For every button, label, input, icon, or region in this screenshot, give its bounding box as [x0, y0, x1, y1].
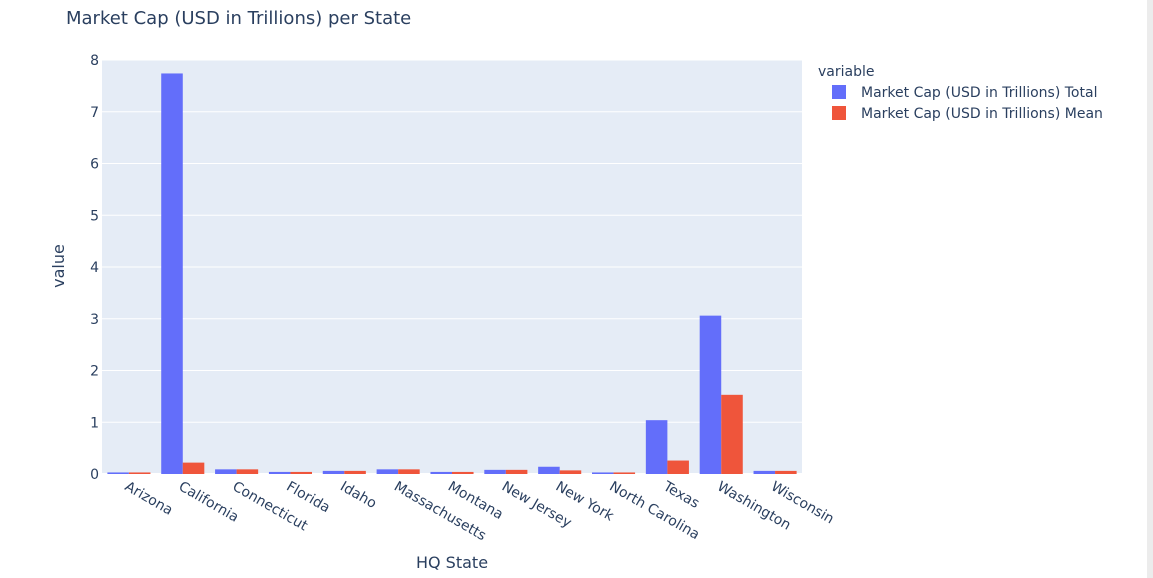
bar-total-connecticut[interactable]: [215, 469, 237, 474]
y-axis-ticks: 0 1 2 3 4 5 6 7 8: [90, 53, 99, 483]
legend-swatch[interactable]: [832, 106, 846, 120]
x-tick-label: California: [176, 479, 242, 526]
x-tick-label: Massachusetts: [391, 479, 489, 545]
bar-mean-wisconsin[interactable]: [775, 470, 797, 474]
y-tick-label: 8: [90, 53, 99, 69]
legend-item-label[interactable]: Market Cap (USD in Trillions) Mean: [861, 106, 1103, 122]
y-tick-label: 5: [90, 208, 99, 224]
bars: [107, 73, 797, 474]
bar-total-texas[interactable]: [645, 420, 668, 474]
bar-total-idaho[interactable]: [322, 470, 345, 474]
bar-mean-arizona[interactable]: [128, 472, 151, 474]
bar-mean-idaho[interactable]: [344, 470, 366, 474]
bar-mean-california[interactable]: [182, 462, 205, 474]
bar-mean-new-york[interactable]: [559, 470, 582, 474]
bar-total-washington[interactable]: [699, 315, 722, 474]
legend-item-label[interactable]: Market Cap (USD in Trillions) Total: [861, 85, 1097, 101]
bar-total-new-jersey[interactable]: [484, 469, 506, 474]
bar-mean-massachusetts[interactable]: [398, 469, 420, 474]
y-tick-label: 0: [90, 467, 99, 483]
y-tick-label: 7: [90, 105, 99, 121]
bar-mean-texas[interactable]: [667, 460, 689, 474]
bar-total-montana[interactable]: [430, 471, 452, 474]
bar-mean-connecticut[interactable]: [236, 469, 259, 474]
page-scrollbar[interactable]: [1147, 0, 1153, 578]
y-tick-label: 1: [90, 415, 99, 431]
legend-swatch[interactable]: [832, 85, 846, 99]
bar-total-california[interactable]: [161, 73, 183, 474]
bar-mean-montana[interactable]: [452, 471, 474, 474]
legend[interactable]: variable Market Cap (USD in Trillions) T…: [818, 64, 1103, 122]
bar-total-arizona[interactable]: [107, 472, 129, 474]
bar-mean-florida[interactable]: [290, 471, 312, 474]
bar-mean-washington[interactable]: [721, 394, 743, 474]
x-tick-label: Texas: [660, 478, 702, 512]
y-tick-label: 6: [90, 157, 99, 173]
x-axis-title: HQ State: [416, 553, 488, 572]
chart-title: Market Cap (USD in Trillions) per State: [66, 8, 411, 29]
y-tick-label: 3: [90, 312, 99, 328]
x-tick-label: Idaho: [337, 479, 379, 512]
y-tick-label: 4: [90, 260, 99, 276]
bar-total-massachusetts[interactable]: [376, 469, 399, 474]
bar-total-north-carolina[interactable]: [592, 472, 614, 474]
y-axis-title: value: [49, 244, 68, 288]
legend-title: variable: [818, 64, 874, 80]
bar-mean-new-jersey[interactable]: [505, 469, 528, 474]
y-tick-label: 2: [90, 364, 99, 380]
x-tick-label: North Carolina: [607, 479, 703, 543]
bar-total-new-york[interactable]: [538, 466, 560, 474]
bar-total-florida[interactable]: [268, 471, 291, 474]
x-tick-label: Arizona: [122, 479, 176, 519]
bar-total-wisconsin[interactable]: [753, 470, 776, 474]
bar-mean-north-carolina[interactable]: [613, 472, 636, 474]
